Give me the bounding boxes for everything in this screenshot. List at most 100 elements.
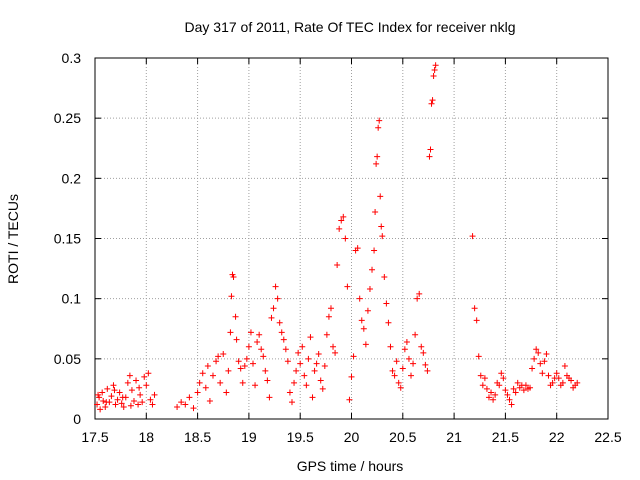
x-tick-label: 19.5 <box>287 429 314 445</box>
data-point <box>309 394 316 401</box>
data-point <box>403 338 410 345</box>
data-point <box>204 363 211 370</box>
data-point <box>209 372 216 379</box>
data-point <box>379 233 386 240</box>
data-point <box>531 355 538 362</box>
data-point <box>405 355 412 362</box>
data-point <box>215 353 222 360</box>
data-point <box>375 124 382 131</box>
data-point <box>266 394 273 401</box>
data-point <box>512 389 519 396</box>
data-point <box>543 351 550 358</box>
chart-title: Day 317 of 2011, Rate Of TEC Index for r… <box>185 19 516 35</box>
data-point <box>490 396 497 403</box>
data-point <box>99 389 106 396</box>
data-point <box>100 397 107 404</box>
data-point <box>360 325 367 332</box>
data-point <box>108 393 115 400</box>
data-point <box>475 353 482 360</box>
data-point <box>527 384 534 391</box>
data-point <box>141 373 148 380</box>
grid-lines <box>95 58 608 419</box>
x-tick-label: 21 <box>446 429 462 445</box>
data-point <box>199 370 206 377</box>
data-point <box>372 209 379 216</box>
data-point <box>274 295 281 302</box>
data-point <box>114 396 121 403</box>
data-point <box>520 387 527 394</box>
data-point <box>383 300 390 307</box>
data-point <box>230 274 237 281</box>
data-point <box>297 360 304 367</box>
data-point <box>401 346 408 353</box>
data-point <box>124 379 131 386</box>
data-point <box>553 370 560 377</box>
data-point <box>541 358 548 365</box>
data-point <box>483 385 490 392</box>
x-tick-label: 20 <box>344 429 360 445</box>
data-point <box>137 391 144 398</box>
y-axis-label: ROTI / TECUs <box>5 194 21 284</box>
data-point <box>369 266 376 273</box>
data-point <box>498 370 505 377</box>
data-point <box>135 401 142 408</box>
data-point <box>399 365 406 372</box>
data-point <box>250 360 257 367</box>
y-tick-label: 0.05 <box>54 351 81 367</box>
data-point <box>268 314 275 321</box>
data-point <box>311 367 318 374</box>
data-point <box>178 399 185 406</box>
data-point <box>362 341 369 348</box>
data-point <box>120 403 127 410</box>
data-point <box>149 401 156 408</box>
data-point <box>151 391 158 398</box>
data-point <box>139 399 146 406</box>
data-point <box>510 385 517 392</box>
data-point <box>568 377 575 384</box>
data-point <box>358 317 365 324</box>
data-point <box>127 402 134 409</box>
data-point <box>217 379 224 386</box>
data-point <box>282 346 289 353</box>
data-point <box>315 351 322 358</box>
data-point <box>293 367 300 374</box>
data-point <box>272 283 279 290</box>
data-point <box>126 372 133 379</box>
data-point <box>227 329 234 336</box>
data-point <box>223 389 230 396</box>
data-point <box>391 372 398 379</box>
y-tick-label: 0 <box>73 411 81 427</box>
data-point <box>393 358 400 365</box>
x-tick-label: 22.5 <box>594 429 621 445</box>
data-point <box>291 379 298 386</box>
data-point <box>414 295 421 302</box>
data-point <box>325 313 332 320</box>
data-point <box>241 363 248 370</box>
data-point <box>555 375 562 382</box>
data-point <box>559 379 566 386</box>
data-point <box>111 387 118 394</box>
data-point <box>313 360 320 367</box>
data-point <box>182 401 189 408</box>
data-point <box>422 361 429 368</box>
x-tick-label: 17.5 <box>81 429 108 445</box>
x-tick-label: 21.5 <box>492 429 519 445</box>
data-point <box>206 397 213 404</box>
data-point <box>276 319 283 326</box>
data-point <box>385 319 392 326</box>
data-point <box>473 317 480 324</box>
data-points <box>94 62 581 413</box>
data-point <box>147 396 154 403</box>
data-point <box>469 233 476 240</box>
data-point <box>332 349 339 356</box>
data-point <box>344 283 351 290</box>
data-point <box>378 223 385 230</box>
data-point <box>502 387 509 394</box>
data-point <box>235 358 242 365</box>
data-point <box>174 403 181 410</box>
data-point <box>330 343 337 350</box>
data-point <box>428 100 435 107</box>
data-point <box>301 372 308 379</box>
data-point <box>233 336 240 343</box>
